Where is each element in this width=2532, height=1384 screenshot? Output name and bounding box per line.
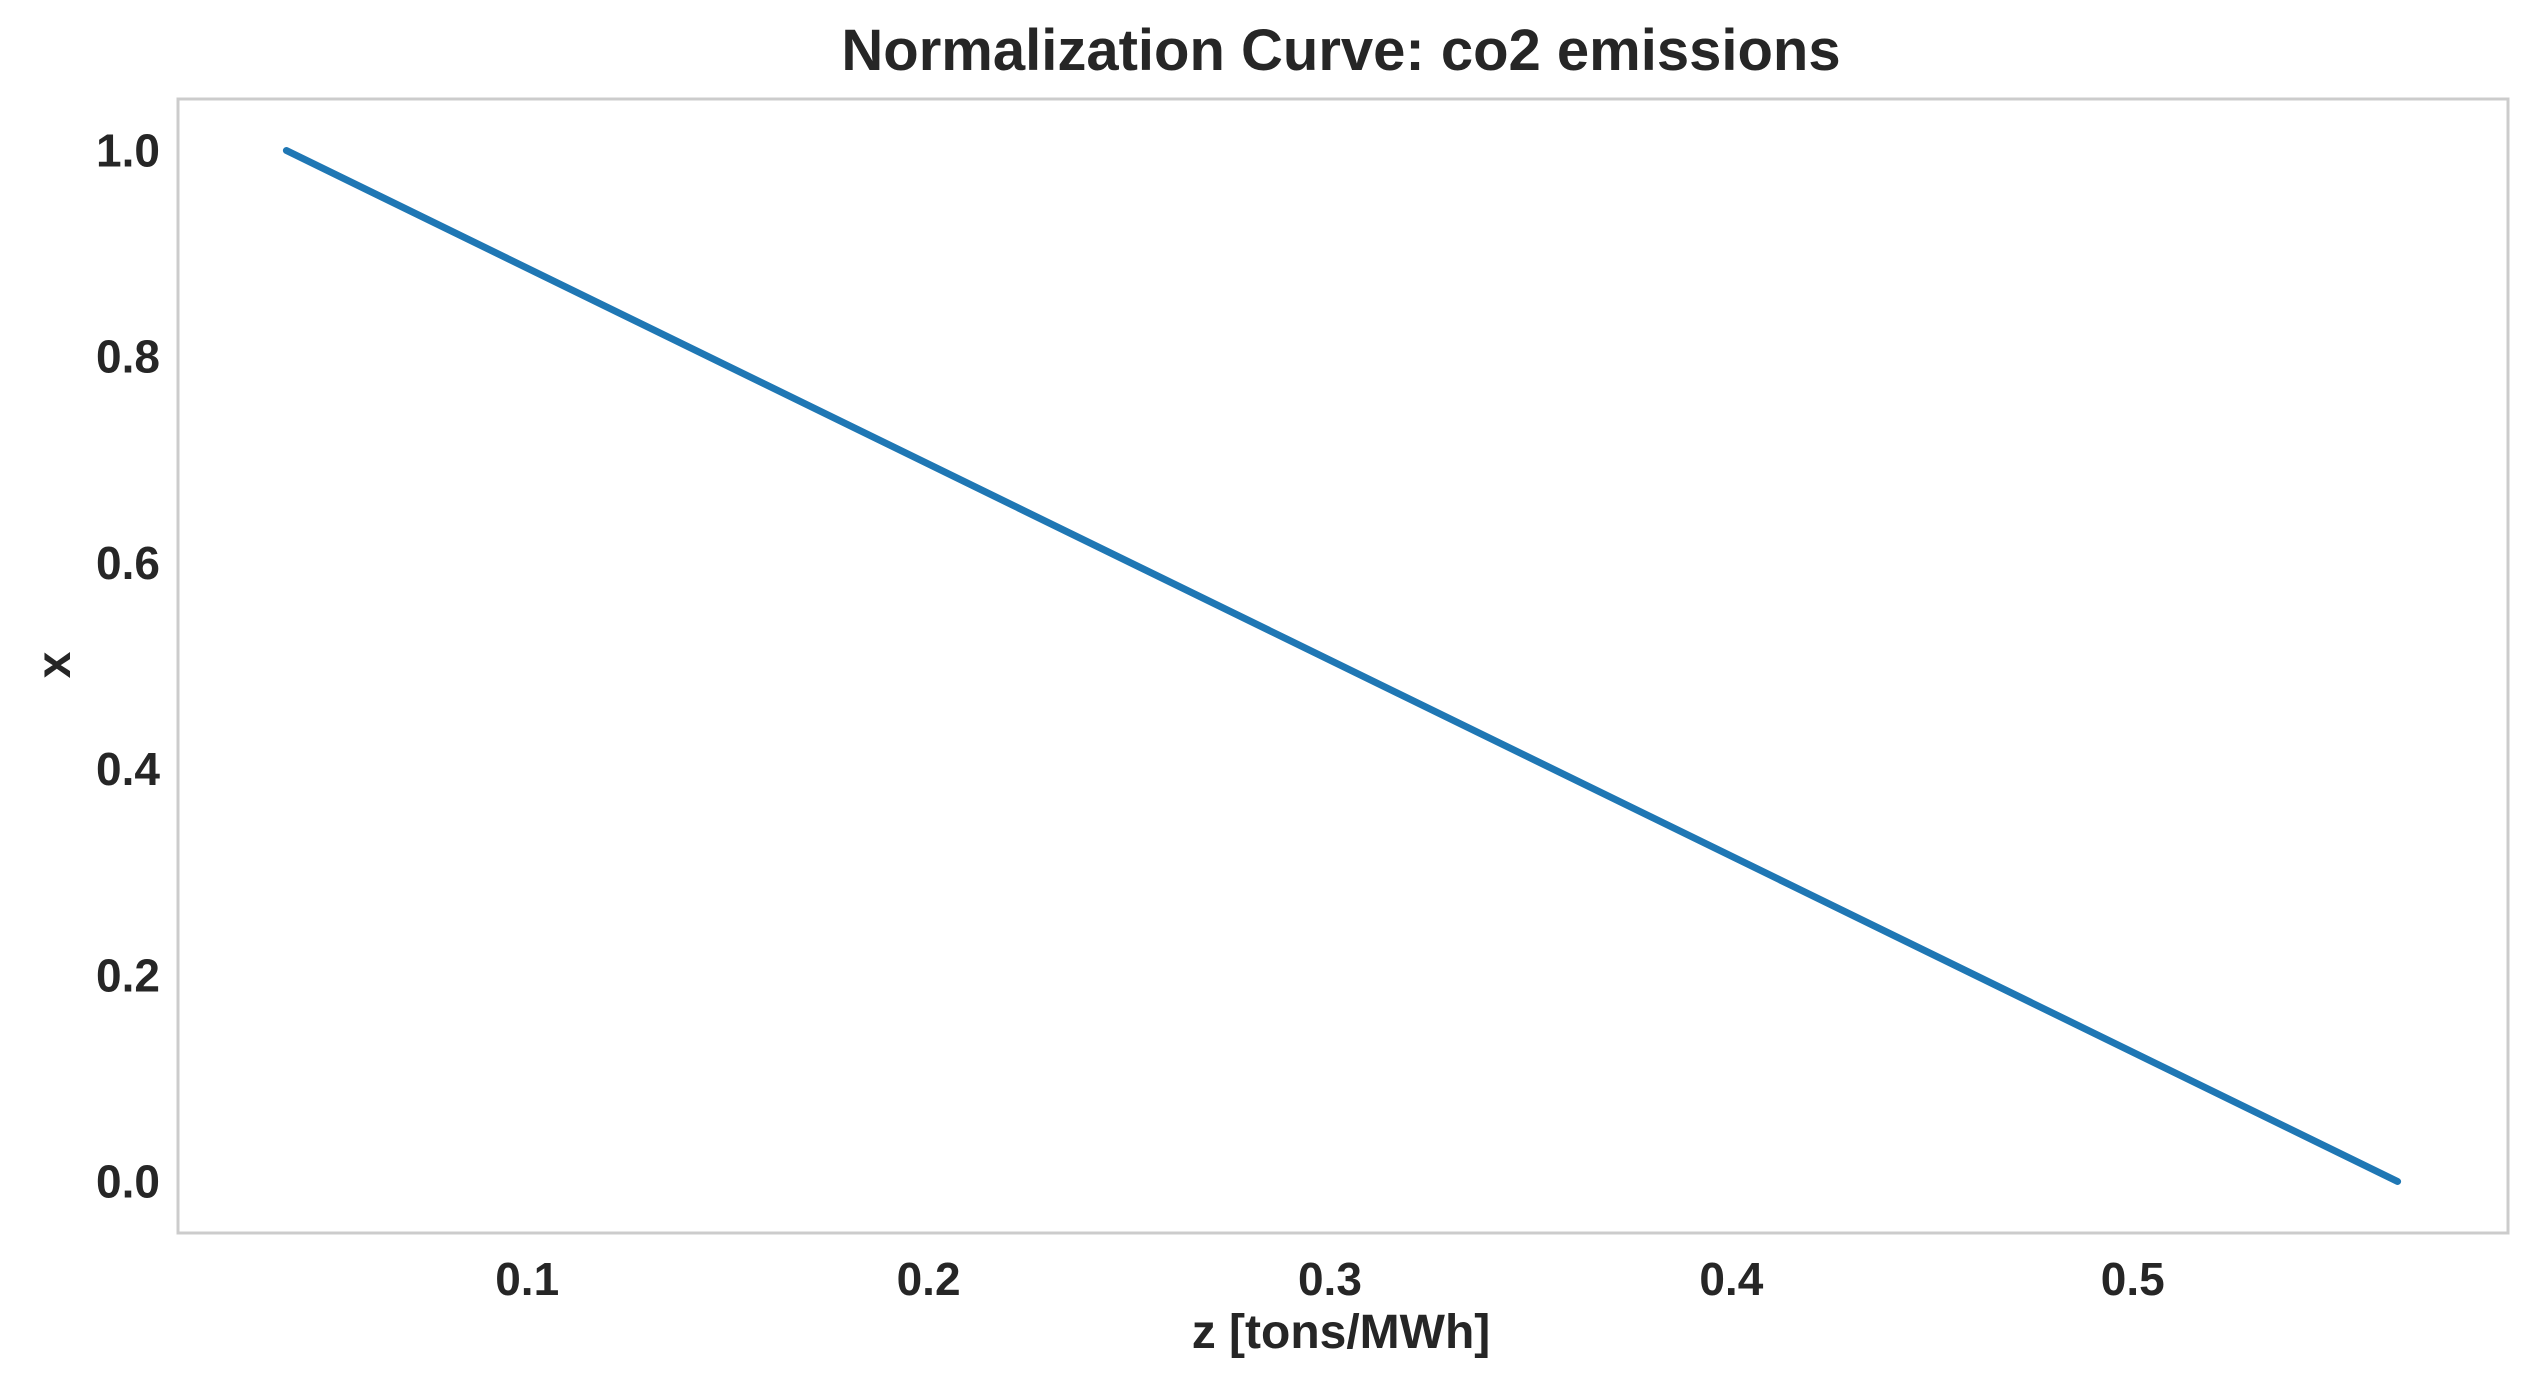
y-axis-ticks: 0.0 0.2 0.4 0.6 0.8 1.0	[96, 125, 160, 1208]
y-tick-label: 0.0	[96, 1155, 160, 1207]
y-tick-label: 0.2	[96, 949, 160, 1001]
series-layer	[282, 147, 2402, 1185]
y-tick-label: 1.0	[96, 125, 160, 177]
x-tick-label: 0.4	[1699, 1253, 1763, 1305]
x-axis-label: z [tons/MWh]	[1192, 1306, 1491, 1359]
y-tick-label: 0.4	[96, 743, 160, 795]
y-axis-label: x	[28, 651, 81, 678]
x-tick-label: 0.1	[495, 1253, 559, 1305]
chart-title: Normalization Curve: co2 emissions	[841, 18, 1840, 83]
x-tick-label: 0.5	[2101, 1253, 2165, 1305]
x-tick-label: 0.2	[897, 1253, 961, 1305]
x-tick-label: 0.3	[1298, 1253, 1362, 1305]
y-tick-label: 0.8	[96, 331, 160, 383]
series-line	[282, 147, 2402, 1185]
y-tick-label: 0.6	[96, 537, 160, 589]
x-axis-ticks: 0.1 0.2 0.3 0.4 0.5	[495, 1253, 2164, 1305]
plot-area-frame	[176, 97, 2510, 1235]
